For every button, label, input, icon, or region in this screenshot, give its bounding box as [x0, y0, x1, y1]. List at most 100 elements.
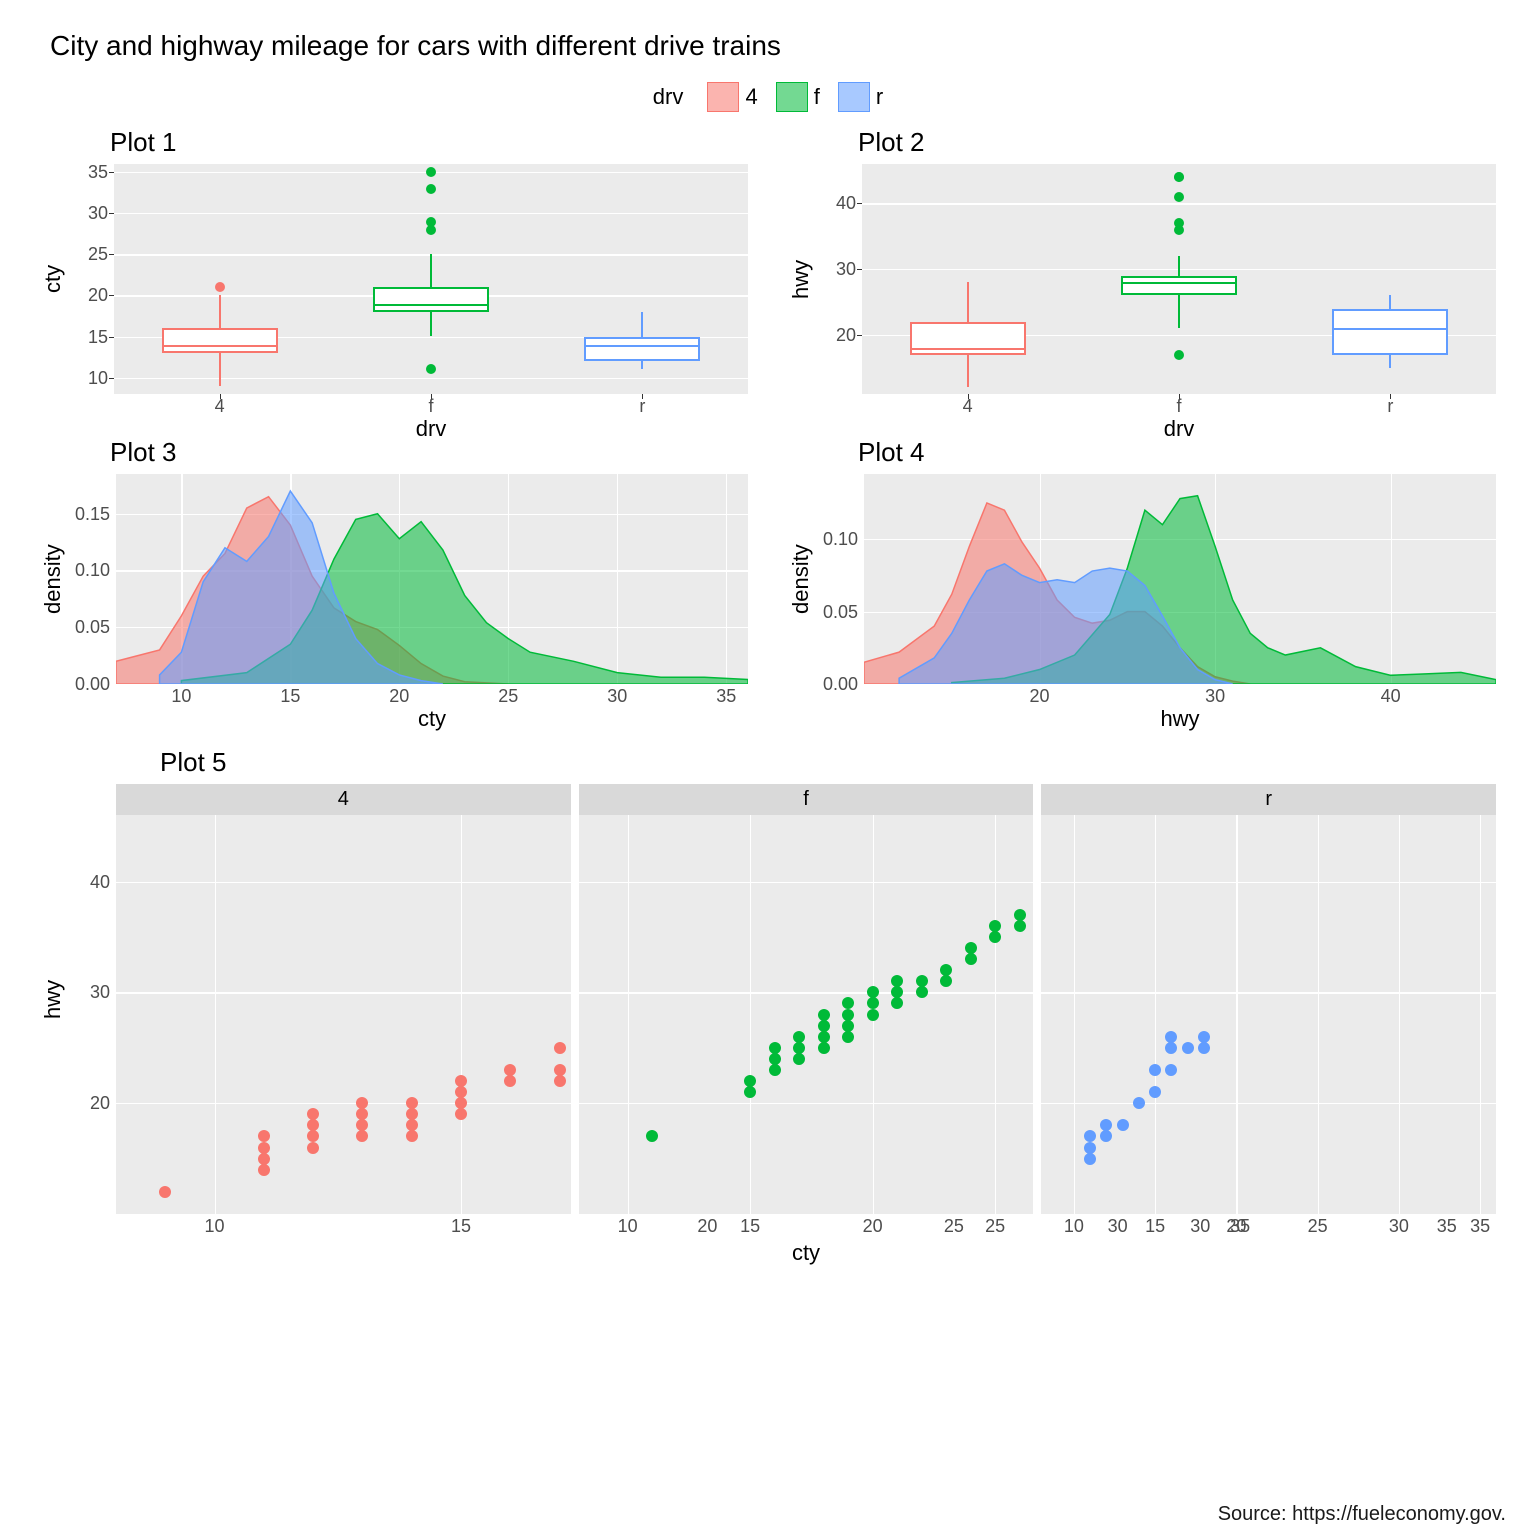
xtick-label: 15 [451, 1216, 471, 1237]
plot5-title: Plot 5 [160, 747, 1496, 778]
scatter-point [554, 1042, 566, 1054]
source-note: Source: https://fueleconomy.gov. [1218, 1503, 1506, 1526]
scatter-point [455, 1097, 467, 1109]
plot2-ylabel: hwy [788, 164, 812, 394]
xtick-label: 30 [1389, 1216, 1409, 1237]
scatter-point [818, 1042, 830, 1054]
scatter-point [1165, 1042, 1177, 1054]
plot4-ylabel: density [788, 474, 812, 684]
scatter-point [159, 1186, 171, 1198]
ytick-label: 0.00 [823, 674, 858, 695]
plot5-xlabel: cty [116, 1240, 1496, 1266]
scatter-point [867, 997, 879, 1009]
plot3-area [116, 474, 748, 684]
plot1-panel: Plot 1 cty 101520253035 4fr drv [40, 127, 748, 427]
xtick-label: 15 [280, 686, 300, 707]
xtick-label: 25 [498, 686, 518, 707]
ytick-label: 15 [88, 327, 108, 348]
ytick-label: 40 [836, 193, 856, 214]
density-svg [116, 474, 748, 684]
plot2-area [862, 164, 1496, 394]
scatter-point [842, 1020, 854, 1032]
xtick-label: 15 [740, 1216, 760, 1237]
plot3-title: Plot 3 [110, 437, 748, 468]
scatter-point [891, 997, 903, 1009]
scatter-point [793, 1042, 805, 1054]
box-r [1332, 309, 1448, 355]
ytick-label: 20 [836, 325, 856, 346]
outlier [426, 167, 436, 177]
xtick-label: 20 [1226, 1216, 1246, 1237]
scatter-point [842, 997, 854, 1009]
ytick-label: 0.05 [75, 617, 110, 638]
scatter-point [554, 1064, 566, 1076]
legend: drv 4fr [40, 82, 1496, 112]
scatter-point [1084, 1142, 1096, 1154]
plot3-panel: Plot 3 density 0.000.050.100.15 10152025… [40, 437, 748, 737]
facet-strip: r [1041, 784, 1496, 815]
box-4 [162, 328, 278, 353]
scatter-point [1182, 1042, 1194, 1054]
xtick-label: 4 [215, 396, 225, 417]
scatter-point [1149, 1064, 1161, 1076]
plot4-area [864, 474, 1496, 684]
scatter-point [258, 1142, 270, 1154]
scatter-point [406, 1130, 418, 1142]
scatter-point [965, 953, 977, 965]
scatter-point [307, 1108, 319, 1120]
ytick-label: 25 [88, 244, 108, 265]
scatter-point [867, 986, 879, 998]
scatter-point [1014, 920, 1026, 932]
scatter-point [258, 1164, 270, 1176]
plot4-title: Plot 4 [858, 437, 1496, 468]
facet-f: f [579, 784, 1034, 1214]
legend-label-r: r [876, 84, 883, 109]
ytick-label: 0.10 [823, 529, 858, 550]
ytick-label: 0.00 [75, 674, 110, 695]
scatter-point [1198, 1031, 1210, 1043]
scatter-point [916, 975, 928, 987]
scatter-point [1100, 1119, 1112, 1131]
scatter-point [916, 986, 928, 998]
scatter-point [1084, 1130, 1096, 1142]
xtick-label: 10 [1064, 1216, 1084, 1237]
scatter-point [867, 1009, 879, 1021]
plot4-xlabel: hwy [864, 706, 1496, 732]
scatter-point [406, 1108, 418, 1120]
box-f [1121, 276, 1237, 296]
xtick-label: 10 [618, 1216, 638, 1237]
scatter-point [818, 1020, 830, 1032]
scatter-point [769, 1042, 781, 1054]
scatter-point [356, 1097, 368, 1109]
scatter-point [1133, 1097, 1145, 1109]
xtick-label: r [1387, 396, 1393, 417]
plot5-panel: Plot 5 hwy 203040 4fr 101520253035101520… [40, 747, 1496, 1266]
scatter-point [965, 942, 977, 954]
facet-area-r [1041, 815, 1496, 1214]
scatter-point [1149, 1086, 1161, 1098]
ytick-label: 10 [88, 368, 108, 389]
scatter-point [940, 964, 952, 976]
legend-label-4: 4 [745, 84, 757, 109]
facet-r: r [1041, 784, 1496, 1214]
ytick-label: 35 [88, 162, 108, 183]
facet-strip: f [579, 784, 1034, 815]
scatter-point [307, 1130, 319, 1142]
scatter-point [818, 1009, 830, 1021]
scatter-point [258, 1153, 270, 1165]
scatter-point [307, 1119, 319, 1131]
scatter-point [406, 1097, 418, 1109]
scatter-point [356, 1130, 368, 1142]
scatter-point [455, 1108, 467, 1120]
ytick-label: 0.10 [75, 560, 110, 581]
xtick-label: 40 [1381, 686, 1401, 707]
plot5-ylabel: hwy [40, 784, 66, 1214]
xtick-label: 30 [1205, 686, 1225, 707]
xtick-label: 20 [1030, 686, 1050, 707]
box-r [584, 337, 700, 362]
ytick-label: 0.05 [823, 602, 858, 623]
page-title: City and highway mileage for cars with d… [50, 30, 1496, 62]
xtick-label: 15 [1145, 1216, 1165, 1237]
outlier [426, 364, 436, 374]
facet-area-f [579, 815, 1034, 1214]
